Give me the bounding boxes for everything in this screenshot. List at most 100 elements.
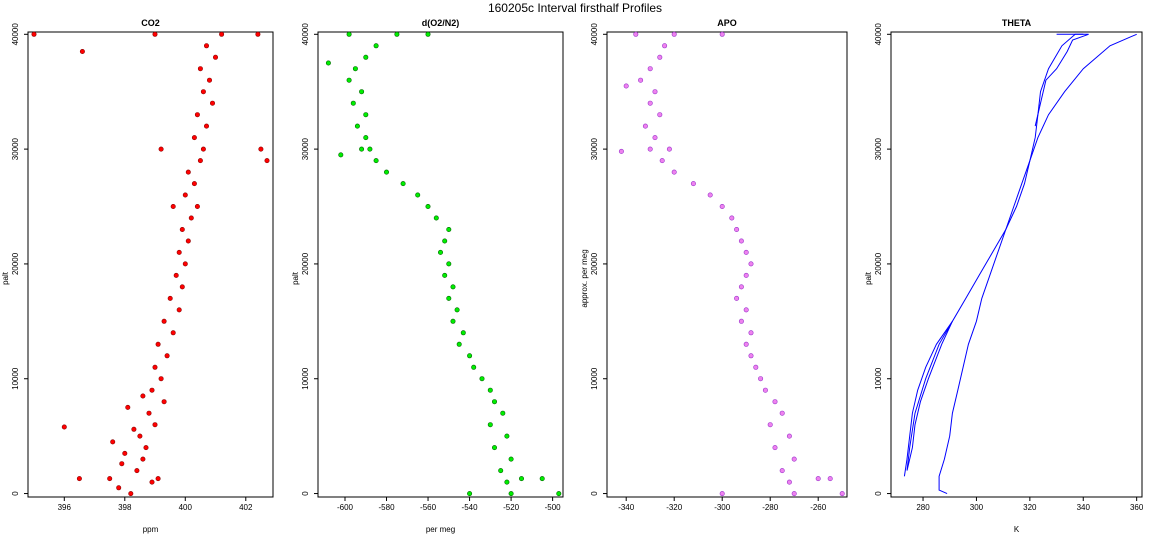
theta-profile-line bbox=[938, 33, 1137, 495]
co2-point bbox=[122, 450, 128, 456]
apo-point bbox=[738, 238, 744, 244]
d-o2-n2-point bbox=[363, 135, 369, 141]
x-tick-label: -520 bbox=[503, 503, 520, 512]
y-tick-label: 10000 bbox=[874, 367, 883, 390]
d-o2-n2-point bbox=[454, 307, 460, 313]
d-o2-n2-point bbox=[487, 387, 493, 393]
apo-point bbox=[647, 146, 653, 152]
apo-point bbox=[786, 433, 792, 439]
y-tick-label: 40000 bbox=[590, 23, 599, 46]
x-tick-label: -560 bbox=[420, 503, 437, 512]
co2-point bbox=[137, 433, 143, 439]
co2-point bbox=[164, 353, 170, 359]
panel-frame-apo bbox=[606, 31, 848, 498]
d-o2-n2-point bbox=[433, 215, 439, 221]
d-o2-n2-point bbox=[442, 272, 448, 278]
x-tick-label: 402 bbox=[239, 503, 253, 512]
d-o2-n2-point bbox=[491, 399, 497, 405]
d-o2-n2-point bbox=[352, 66, 358, 72]
y-tick-label: 0 bbox=[874, 491, 883, 496]
d-o2-n2-point bbox=[425, 31, 431, 37]
d-o2-n2-point bbox=[437, 249, 443, 255]
panel-frame-theta bbox=[890, 31, 1143, 498]
co2-point bbox=[134, 468, 140, 474]
co2-point bbox=[131, 426, 137, 432]
apo-point bbox=[662, 43, 668, 49]
y-tick-label: 30000 bbox=[874, 137, 883, 160]
apo-point bbox=[779, 410, 785, 416]
co2-point bbox=[182, 192, 188, 198]
d-o2-n2-point bbox=[467, 353, 473, 359]
d-o2-n2-point bbox=[346, 77, 352, 83]
y-tick-label: 30000 bbox=[11, 137, 20, 160]
apo-point bbox=[666, 146, 672, 152]
y-tick-label: 30000 bbox=[301, 137, 310, 160]
co2-point bbox=[79, 48, 85, 54]
x-tick-label: -340 bbox=[618, 503, 635, 512]
d-o2-n2-point bbox=[359, 89, 365, 95]
x-tick-label: -500 bbox=[545, 503, 562, 512]
co2-point bbox=[76, 476, 82, 482]
apo-point bbox=[839, 491, 845, 497]
co2-point bbox=[140, 393, 146, 399]
co2-point bbox=[204, 43, 210, 49]
co2-point bbox=[194, 204, 200, 210]
apo-point bbox=[652, 89, 658, 95]
d-o2-n2-point bbox=[350, 100, 356, 106]
d-o2-n2-point bbox=[518, 476, 524, 482]
co2-point bbox=[161, 318, 167, 324]
co2-point bbox=[155, 476, 161, 482]
d-o2-n2-point bbox=[508, 491, 514, 497]
co2-point bbox=[179, 284, 185, 290]
x-tick-label: -600 bbox=[337, 503, 354, 512]
co2-point bbox=[149, 479, 155, 485]
co2-point bbox=[204, 123, 210, 129]
d-o2-n2-point bbox=[359, 146, 365, 152]
d-o2-n2-point bbox=[479, 376, 485, 382]
x-axis-label-co2: ppm bbox=[143, 525, 159, 534]
apo-point bbox=[753, 364, 759, 370]
d-o2-n2-point bbox=[460, 330, 466, 336]
d-o2-n2-point bbox=[456, 341, 462, 347]
x-tick-label: -300 bbox=[714, 503, 731, 512]
co2-point bbox=[185, 169, 191, 175]
apo-point bbox=[657, 112, 663, 118]
apo-point bbox=[748, 330, 754, 336]
co2-point bbox=[264, 158, 270, 164]
co2-point bbox=[119, 461, 125, 467]
x-tick-label: 280 bbox=[916, 503, 930, 512]
apo-point bbox=[767, 422, 773, 428]
x-tick-label: 340 bbox=[1077, 503, 1091, 512]
apo-point bbox=[743, 307, 749, 313]
co2-point bbox=[110, 439, 116, 445]
d-o2-n2-point bbox=[363, 54, 369, 60]
d-o2-n2-point bbox=[394, 31, 400, 37]
d-o2-n2-point bbox=[508, 456, 514, 462]
apo-point bbox=[659, 158, 665, 164]
co2-point bbox=[197, 158, 203, 164]
d-o2-n2-point bbox=[354, 123, 360, 129]
apo-point bbox=[772, 399, 778, 405]
d-o2-n2-point bbox=[504, 433, 510, 439]
apo-point bbox=[719, 204, 725, 210]
d-o2-n2-point bbox=[446, 227, 452, 233]
apo-point bbox=[791, 456, 797, 462]
d-o2-n2-point bbox=[325, 60, 331, 66]
co2-point bbox=[200, 146, 206, 152]
theta-profile-line bbox=[1034, 33, 1089, 127]
co2-point bbox=[152, 31, 158, 37]
co2-point bbox=[191, 135, 197, 141]
co2-point bbox=[31, 31, 37, 37]
co2-point bbox=[255, 31, 261, 37]
co2-point bbox=[194, 112, 200, 118]
co2-point bbox=[207, 77, 213, 83]
panel-frame-co2 bbox=[27, 31, 274, 498]
y-tick-label: 0 bbox=[11, 491, 20, 496]
d-o2-n2-point bbox=[500, 410, 506, 416]
apo-point bbox=[738, 284, 744, 290]
co2-point bbox=[176, 307, 182, 313]
y-tick-label: 40000 bbox=[301, 23, 310, 46]
d-o2-n2-point bbox=[450, 318, 456, 324]
apo-point bbox=[719, 31, 725, 37]
